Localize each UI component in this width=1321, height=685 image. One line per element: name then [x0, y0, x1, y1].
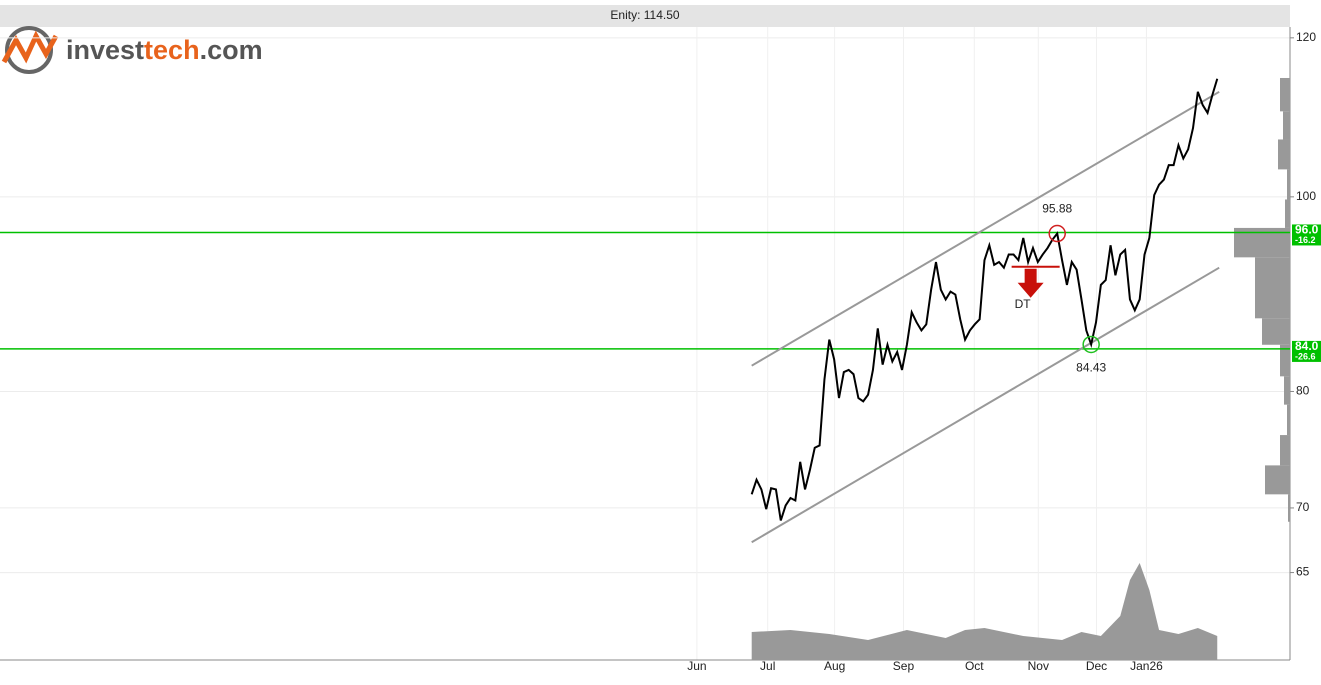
price-line	[750, 78, 1219, 521]
y-tick-label: 65	[1296, 565, 1310, 579]
sell-arrow	[1017, 268, 1044, 298]
price-volume-bar	[1265, 465, 1290, 495]
title-bar	[0, 5, 1290, 27]
y-tick-label: 80	[1296, 384, 1310, 398]
price-volume-bar	[1278, 139, 1290, 170]
level-change: -16.2	[1295, 235, 1316, 245]
price-volume-bar	[1287, 169, 1290, 200]
price-volume-bar	[1288, 494, 1290, 522]
extreme-marker	[1082, 335, 1100, 354]
x-tick-label: Oct	[965, 659, 984, 673]
extreme-marker	[1048, 224, 1066, 243]
logo-part: invest	[66, 35, 144, 65]
x-tick-label: Jan26	[1130, 659, 1163, 673]
price-volume-bar	[1287, 404, 1290, 436]
x-tick-label: Aug	[824, 659, 845, 673]
trend-line	[751, 90, 1220, 367]
logo: investtech.com	[1, 26, 263, 74]
logo-part: .com	[200, 35, 263, 65]
extreme-label: 95.88	[1042, 202, 1072, 216]
x-tick-label: Jul	[760, 659, 775, 673]
y-tick-label: 120	[1296, 30, 1316, 44]
price-volume-bar	[1285, 199, 1290, 228]
price-volume-bar	[1283, 111, 1290, 140]
price-volume-bar	[1262, 318, 1290, 345]
price-volume-bar	[1280, 344, 1290, 377]
chart-title: Enity: 114.50	[610, 8, 679, 22]
price-volume-bar	[1280, 77, 1290, 112]
level-label: 96.0	[1295, 223, 1319, 237]
level-badge	[1292, 224, 1321, 246]
logo-part: tech	[144, 35, 200, 65]
x-tick-label: Jun	[687, 659, 706, 673]
y-tick-label: 70	[1296, 500, 1310, 514]
x-tick-label: Nov	[1028, 659, 1049, 673]
x-tick-label: Dec	[1086, 659, 1107, 673]
price-volume-bar	[1280, 435, 1290, 466]
trend-line	[751, 266, 1220, 544]
level-label: 84.0	[1295, 339, 1319, 353]
y-tick-label: 100	[1296, 189, 1316, 203]
extreme-label: 84.43	[1076, 361, 1106, 375]
logo-text: investtech.com	[66, 35, 263, 65]
x-tick-label: Sep	[893, 659, 915, 673]
price-volume-bar	[1255, 257, 1290, 319]
signal-label: DT	[1015, 297, 1032, 311]
level-badge	[1292, 340, 1321, 362]
volume-area	[751, 563, 1218, 660]
logo-zigzag	[1, 30, 59, 64]
level-change: -26.6	[1295, 351, 1316, 361]
price-volume-bar	[1284, 376, 1290, 405]
